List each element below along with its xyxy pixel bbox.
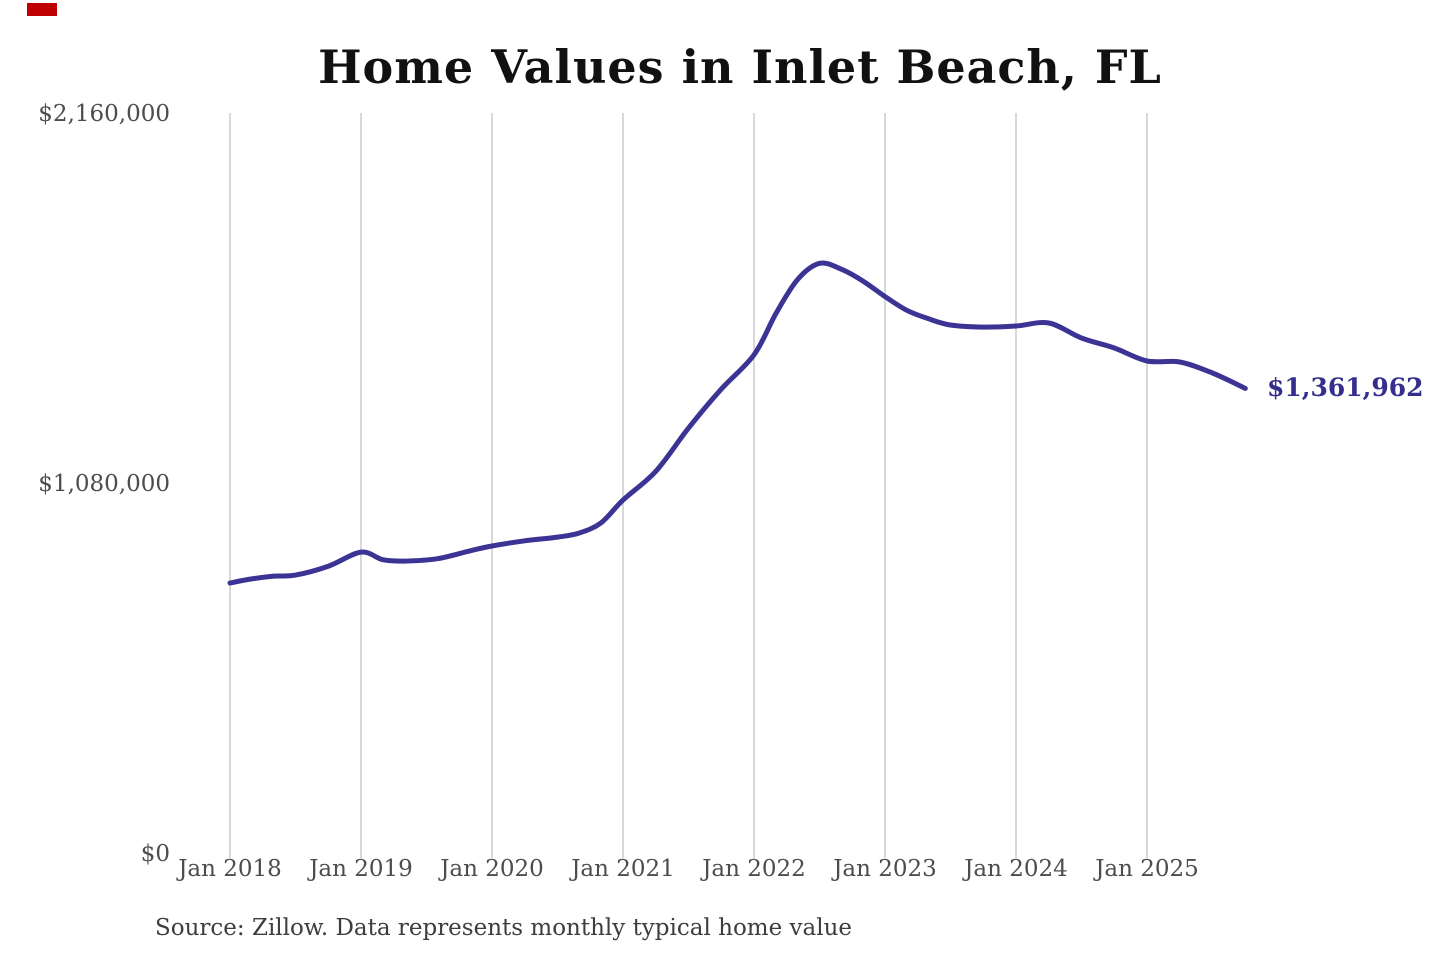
x-axis-tick-label: Jan 2021 [571, 856, 675, 882]
x-axis-tick-label: Jan 2023 [833, 856, 937, 882]
x-axis-tick-label: Jan 2019 [309, 856, 413, 882]
x-axis-tick-label: Jan 2025 [1095, 856, 1199, 882]
x-axis-tick-label: Jan 2020 [440, 856, 544, 882]
x-axis-tick-label: Jan 2022 [702, 856, 806, 882]
x-axis-tick-label: Jan 2024 [964, 856, 1068, 882]
corner-marker [27, 3, 57, 16]
y-axis-tick-label: $2,160,000 [38, 101, 170, 127]
source-note: Source: Zillow. Data represents monthly … [155, 915, 853, 941]
current-value-label: $1,361,962 [1267, 373, 1424, 402]
x-axis-tick-label: Jan 2018 [178, 856, 282, 882]
y-axis-tick-label: $0 [140, 841, 170, 867]
y-axis-tick-label: $1,080,000 [38, 471, 170, 497]
chart-title: Home Values in Inlet Beach, FL [318, 40, 1162, 94]
home-value-line [227, 260, 1248, 586]
